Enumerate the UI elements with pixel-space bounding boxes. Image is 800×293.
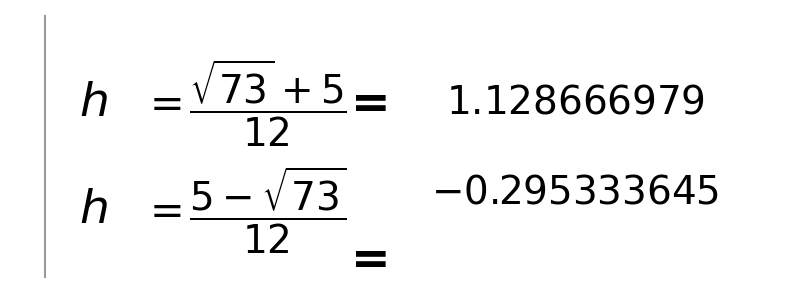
Text: $=$: $=$: [141, 82, 181, 124]
Text: $\mathit{h}$: $\mathit{h}$: [78, 80, 107, 126]
Text: $\mathbf{=}$: $\mathbf{=}$: [342, 80, 387, 126]
Text: $\mathbf{=}$: $\mathbf{=}$: [342, 237, 387, 282]
Text: $-0.295333645$: $-0.295333645$: [431, 174, 719, 212]
Text: $\dfrac{\sqrt{73}+5}{12}$: $\dfrac{\sqrt{73}+5}{12}$: [190, 57, 347, 149]
Text: $\mathit{h}$: $\mathit{h}$: [78, 188, 107, 233]
Text: $\dfrac{5-\sqrt{73}}{12}$: $\dfrac{5-\sqrt{73}}{12}$: [190, 165, 347, 256]
Text: $1.128666979$: $1.128666979$: [446, 84, 705, 122]
Text: $=$: $=$: [141, 189, 181, 231]
